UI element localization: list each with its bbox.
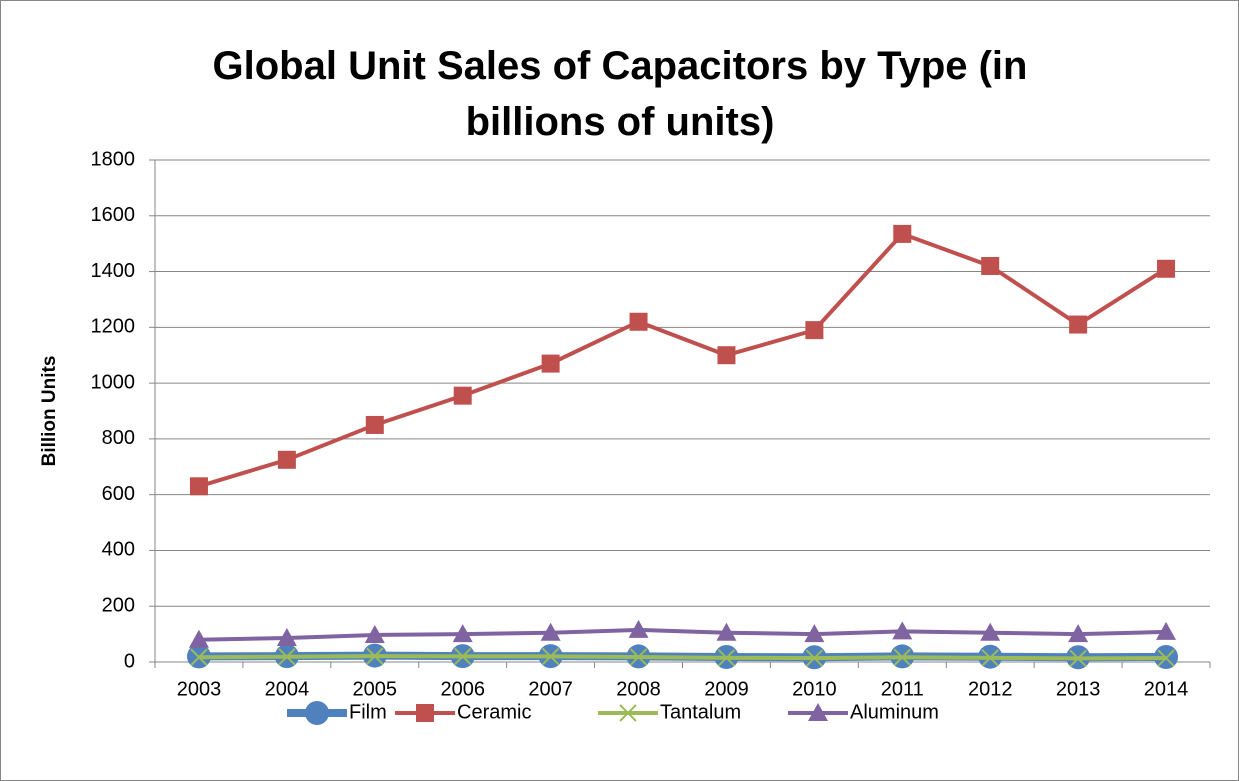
y-tick-label: 800 xyxy=(102,427,135,449)
marker xyxy=(981,649,999,667)
marker xyxy=(416,704,434,722)
y-tick-label: 600 xyxy=(102,483,135,505)
y-tick-label: 1000 xyxy=(91,371,136,393)
marker xyxy=(453,386,472,405)
marker xyxy=(804,624,825,643)
marker xyxy=(805,321,824,340)
marker xyxy=(629,648,648,666)
marker xyxy=(619,704,637,722)
marker xyxy=(278,647,296,666)
marker xyxy=(981,256,1000,275)
series-line xyxy=(198,627,1167,642)
marker xyxy=(365,415,384,434)
series-line xyxy=(198,654,1167,661)
x-tick-label: 2004 xyxy=(265,678,310,700)
x-tick-label: 2009 xyxy=(704,678,749,700)
marker xyxy=(540,622,561,641)
x-tick-label: 2008 xyxy=(616,678,661,700)
x-tick-label: 2011 xyxy=(881,678,924,700)
marker xyxy=(276,628,297,647)
series-line xyxy=(198,231,1168,489)
legend-label: Aluminum xyxy=(850,701,939,723)
legend-label: Film xyxy=(349,701,387,723)
x-tick-label: 2010 xyxy=(792,678,837,700)
marker xyxy=(893,224,912,243)
marker xyxy=(366,647,384,665)
marker xyxy=(808,703,828,721)
marker xyxy=(1156,621,1177,640)
marker xyxy=(188,629,209,648)
marker xyxy=(541,354,560,373)
marker xyxy=(1157,259,1176,278)
marker xyxy=(628,619,649,638)
y-tick-label: 1400 xyxy=(91,260,136,282)
x-tick-label: 2012 xyxy=(968,678,1013,700)
legend-label: Tantalum xyxy=(660,701,741,723)
y-tick-label: 0 xyxy=(124,650,135,672)
marker xyxy=(364,624,385,643)
x-tick-label: 2014 xyxy=(1144,678,1189,700)
marker xyxy=(1157,649,1175,667)
marker xyxy=(1069,649,1087,668)
marker xyxy=(541,647,560,666)
y-tick-label: 1800 xyxy=(91,148,136,170)
marker xyxy=(980,622,1001,641)
marker xyxy=(277,450,296,469)
x-tick-label: 2013 xyxy=(1056,678,1101,700)
marker xyxy=(454,647,472,666)
marker xyxy=(805,649,824,667)
y-tick-label: 200 xyxy=(102,595,135,617)
x-tick-label: 2005 xyxy=(353,678,398,700)
legend-label: Ceramic xyxy=(457,701,531,723)
marker xyxy=(452,624,473,643)
x-tick-label: 2003 xyxy=(177,678,222,700)
marker xyxy=(629,312,648,331)
x-tick-label: 2007 xyxy=(528,678,573,700)
marker xyxy=(717,346,736,365)
marker xyxy=(892,621,913,640)
marker xyxy=(1069,315,1088,334)
marker xyxy=(717,649,736,667)
marker xyxy=(716,622,737,641)
y-tick-label: 1600 xyxy=(91,204,136,226)
x-tick-label: 2006 xyxy=(440,678,485,700)
y-tick-label: 400 xyxy=(102,539,135,561)
y-tick-label: 1200 xyxy=(91,316,136,338)
marker xyxy=(305,701,329,725)
marker xyxy=(190,648,208,666)
marker xyxy=(893,648,911,666)
marker xyxy=(1068,624,1089,643)
chart-title: Global Unit Sales of Capacitors by Type … xyxy=(212,44,1028,144)
y-axis-label: Billion Units xyxy=(39,356,60,467)
marker xyxy=(189,477,208,496)
